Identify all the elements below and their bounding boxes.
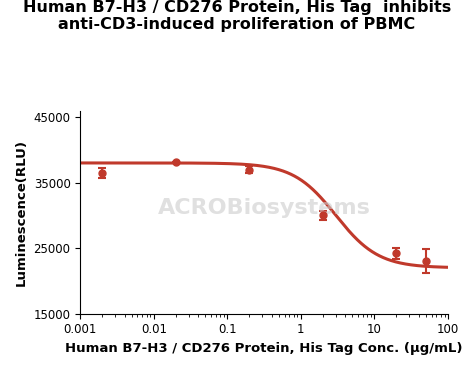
- X-axis label: Human B7-H3 / CD276 Protein, His Tag Conc. (μg/mL): Human B7-H3 / CD276 Protein, His Tag Con…: [65, 342, 463, 355]
- Text: Human B7-H3 / CD276 Protein, His Tag  inhibits
anti-CD3-induced proliferation of: Human B7-H3 / CD276 Protein, His Tag inh…: [23, 0, 451, 33]
- Y-axis label: Luminescence(RLU): Luminescence(RLU): [15, 139, 28, 286]
- Text: ACROBiosystems: ACROBiosystems: [158, 198, 371, 218]
